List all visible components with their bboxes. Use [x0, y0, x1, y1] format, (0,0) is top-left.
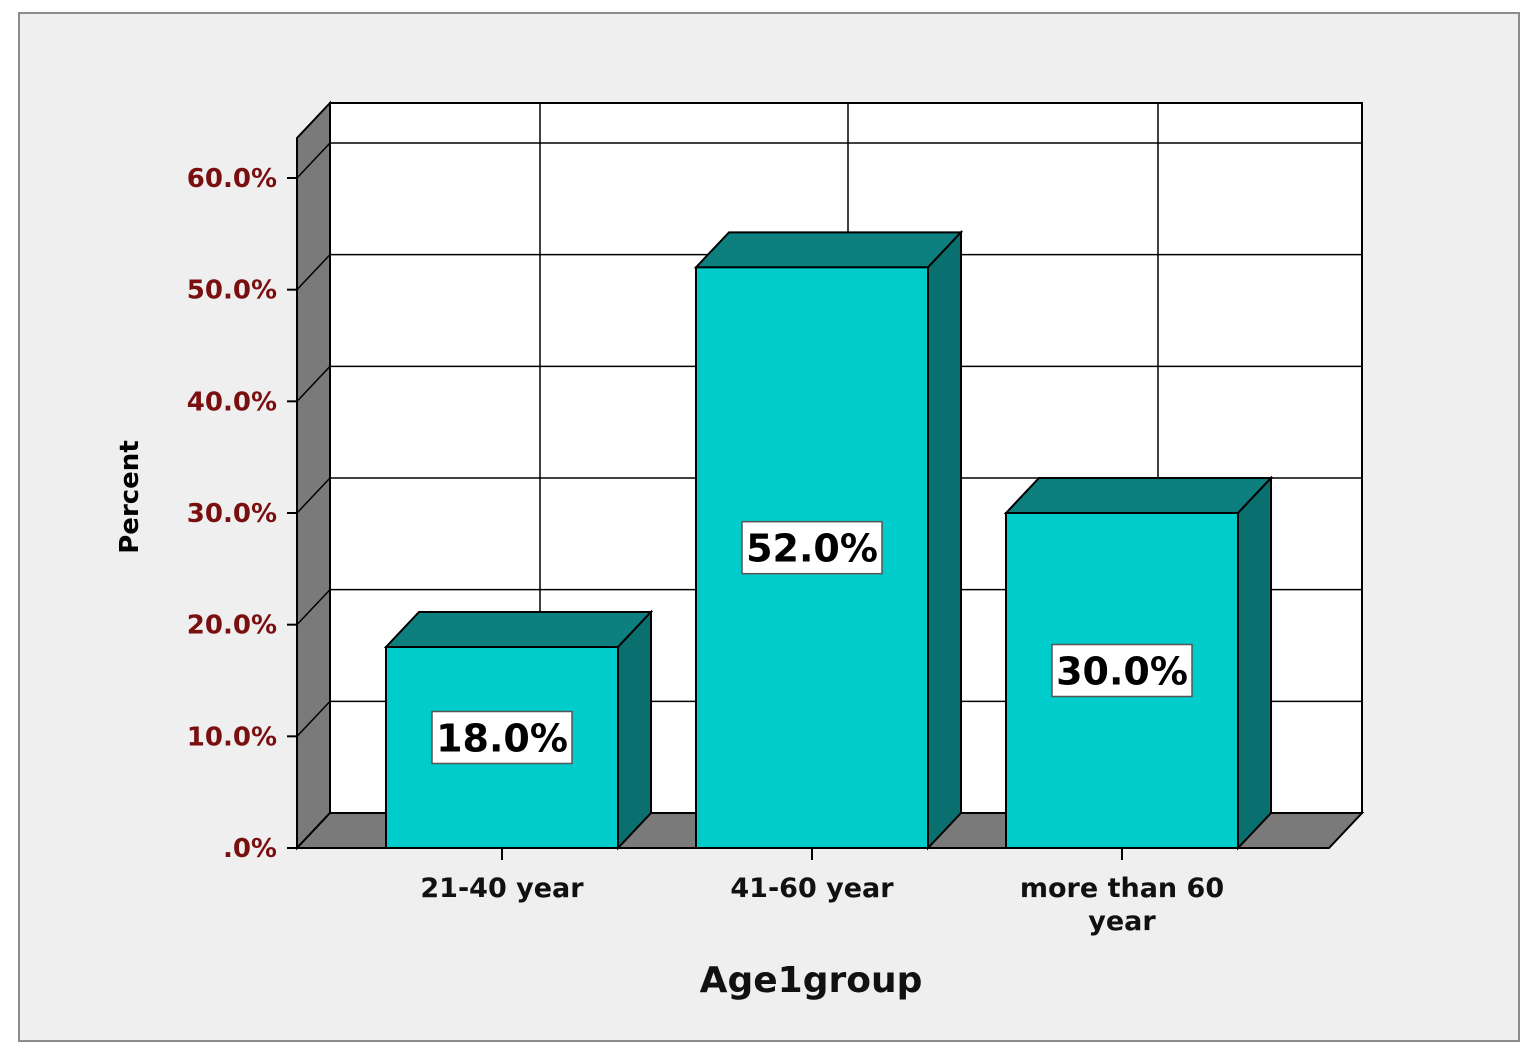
bar-top — [383, 611, 654, 648]
data-label-box — [741, 520, 883, 575]
data-label-box — [1051, 643, 1193, 698]
y-tick-label: 30.0% — [187, 499, 277, 529]
bar: 30.0% — [1003, 475, 1274, 851]
gridline-side — [296, 589, 331, 626]
gridline-side — [296, 254, 331, 291]
y-tick-label: 60.0% — [187, 164, 277, 194]
gridline-side — [296, 365, 331, 402]
gridline-side — [296, 477, 331, 514]
bars: 18.0% 52.0% 30.0% — [383, 229, 1274, 860]
y-axis-ticks: .0% 10.0% 20.0% 30.0% 40.0% 50.0% 60.0% — [187, 164, 298, 864]
x-tick-label: 21-40 year — [420, 873, 584, 904]
x-axis-title: Age1group — [700, 960, 923, 1001]
x-axis-labels: 21-40 year 41-60 year more than 60 year — [420, 873, 1224, 937]
side-wall — [296, 100, 331, 851]
y-tick-label: 20.0% — [187, 611, 277, 641]
data-label: 18.0% — [436, 717, 568, 761]
data-label: 30.0% — [1056, 650, 1188, 694]
y-tick-label: 50.0% — [187, 276, 277, 306]
y-tick-label: .0% — [223, 834, 277, 864]
gridline-side — [296, 142, 331, 179]
bar-top — [693, 231, 964, 269]
data-label-box — [431, 710, 573, 765]
y-tick-label: 40.0% — [187, 387, 277, 417]
bar-side — [617, 609, 652, 851]
bar-side — [927, 229, 962, 851]
bar-side — [1237, 475, 1272, 851]
y-tick-label: 10.0% — [187, 722, 277, 752]
bar: 18.0% — [383, 609, 654, 851]
bar-top — [1003, 477, 1274, 514]
data-label: 52.0% — [746, 527, 878, 571]
bar: 52.0% — [693, 229, 964, 851]
x-tick-label: 41-60 year — [730, 873, 894, 904]
gridline-side — [296, 700, 331, 737]
y-axis-title: Percent — [115, 440, 145, 554]
x-tick-label: more than 60 year — [1020, 873, 1224, 937]
